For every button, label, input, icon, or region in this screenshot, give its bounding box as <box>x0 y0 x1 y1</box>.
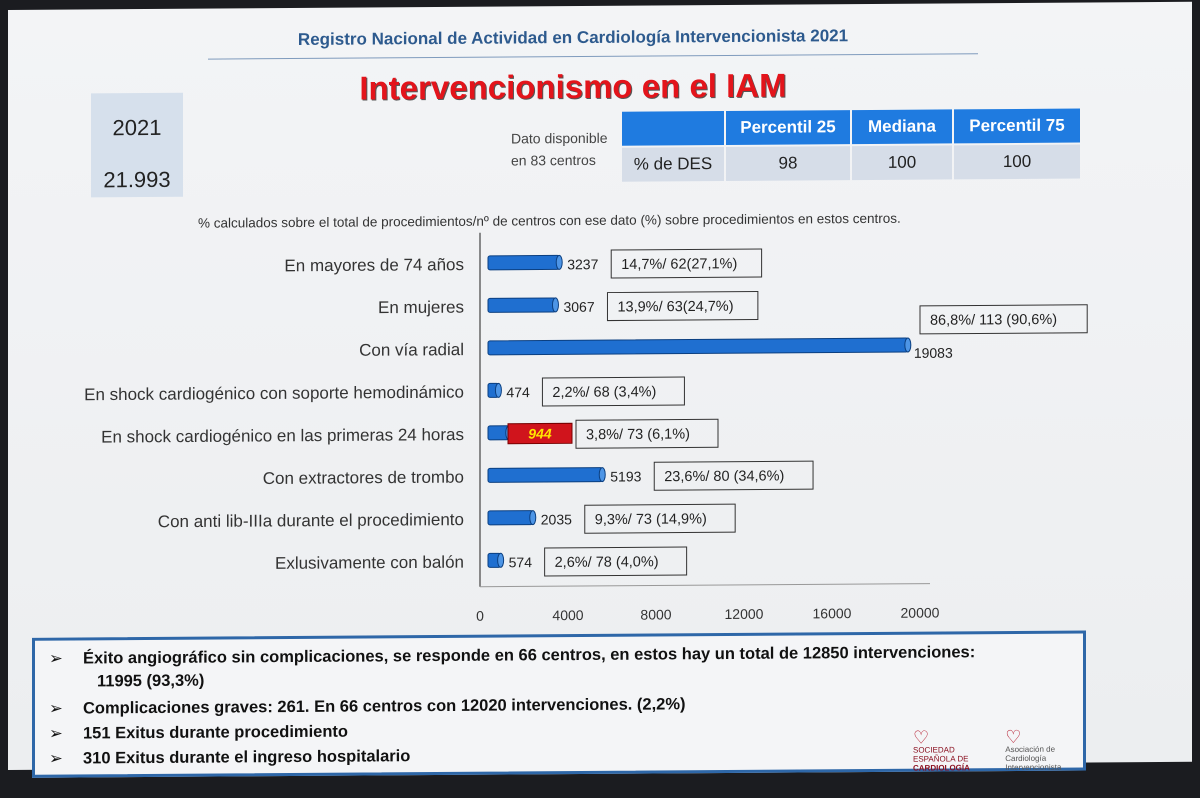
bar-cap <box>555 254 563 270</box>
category-label: En mujeres <box>378 298 464 318</box>
annotation-label: 3,8%/ 73 (6,1%) <box>586 426 690 443</box>
bar-cap <box>904 337 912 353</box>
bar <box>487 510 534 526</box>
sec-logo: ♡ SOCIEDAD ESPAÑOLA DE CARDIOLOGÍA <box>913 728 1003 773</box>
annotation-label: 13,9%/ 63(24,7%) <box>617 299 733 316</box>
arrow-bullet-icon: ➢ <box>49 649 63 668</box>
bullet-item: ➢ Éxito angiográfico sin complicaciones, … <box>49 642 975 668</box>
annotation-box <box>610 248 763 279</box>
annotation-box <box>653 460 814 491</box>
value-label: 5193 <box>610 468 641 484</box>
bar <box>487 254 560 271</box>
society-logos: ♡ SOCIEDAD ESPAÑOLA DE CARDIOLOGÍA ♡ Aso… <box>913 727 1085 773</box>
arrow-bullet-icon: ➢ <box>49 749 63 768</box>
value-label: 474 <box>506 384 530 400</box>
bullet-text: 151 Exitus durante procedimiento <box>83 722 348 743</box>
bar <box>487 467 603 483</box>
bullet-text: Complicaciones graves: 261. En 66 centro… <box>83 695 686 718</box>
sec-logo-line: CARDIOLOGÍA <box>913 763 970 773</box>
bar-cap <box>551 297 559 313</box>
arrow-bullet-icon: ➢ <box>49 724 63 743</box>
bullet-item: ➢ 151 Exitus durante procedimiento <box>49 722 348 744</box>
x-tick-label: 0 <box>476 608 484 624</box>
bar-cap <box>529 510 537 526</box>
acie-logo-line: Intervencionista <box>1005 762 1062 773</box>
bar-cap <box>497 552 505 568</box>
annotation-label: 86,8%/ 113 (90,6%) <box>930 312 1057 329</box>
x-tick-label: 20000 <box>901 604 940 620</box>
x-tick-label: 16000 <box>813 605 852 621</box>
bullet-item: ➢ Complicaciones graves: 261. En 66 centr… <box>49 694 686 718</box>
x-axis-line <box>480 583 930 588</box>
annotation-box <box>541 376 685 407</box>
annotation-box <box>919 304 1088 335</box>
value-label: 19083 <box>914 345 953 361</box>
arrow-bullet-icon: ➢ <box>49 699 63 718</box>
category-label: Con extractores de trombo <box>263 468 464 488</box>
annotation-box <box>544 546 688 577</box>
bullet-continuation: 11995 (93,3%) <box>97 671 205 691</box>
category-label: En shock cardiogénico con soporte hemodi… <box>84 383 464 405</box>
value-label: 2035 <box>541 511 572 527</box>
value-label: 574 <box>509 554 533 570</box>
bar-cap <box>494 382 502 398</box>
category-label: En shock cardiogénico en las primeras 24… <box>101 425 464 447</box>
annotation-box <box>606 291 759 322</box>
bar-cap <box>598 467 606 483</box>
bar <box>487 297 556 313</box>
bar <box>487 337 909 356</box>
presentation-slide: Registro Nacional de Actividad en Cardio… <box>8 1 1192 778</box>
highlight-value-box <box>507 422 573 445</box>
annotation-box <box>584 503 736 534</box>
bullet-text: 310 Exitus durante el ingreso hospitalar… <box>83 747 411 768</box>
bullet-item: ➢ 310 Exitus durante el ingreso hospitala… <box>49 746 410 769</box>
acie-logo: ♡ Asociación de Cardiología Intervencion… <box>1005 727 1085 773</box>
x-tick-label: 4000 <box>552 607 583 623</box>
horizontal-bar-chart: 0 4000 8000 12000 16000 20000 En mayores de 74… <box>84 232 1088 624</box>
annotation-label: 2,2%/ 68 (3,4%) <box>552 384 656 401</box>
category-label: Exlusivamente con balón <box>275 553 464 573</box>
category-label: Con anti lib-IIIa durante el procedimien… <box>158 510 464 531</box>
value-label: 3237 <box>567 256 598 272</box>
annotation-label: 2,6%/ 78 (4,0%) <box>555 554 659 571</box>
x-tick-label: 12000 <box>725 606 764 622</box>
annotation-label: 9,3%/ 73 (14,9%) <box>595 511 707 528</box>
value-label: 3067 <box>563 299 594 315</box>
category-label: En mayores de 74 años <box>284 255 464 275</box>
annotation-box <box>575 418 719 449</box>
highlight-value-label: 944 <box>528 425 552 441</box>
x-tick-label: 8000 <box>640 606 671 622</box>
annotation-label: 14,7%/ 62(27,1%) <box>621 256 737 273</box>
bullet-text: Éxito angiográfico sin complicaciones, s… <box>83 643 976 668</box>
category-label: Con vía radial <box>359 340 464 360</box>
annotation-label: 23,6%/ 80 (34,6%) <box>664 468 784 485</box>
